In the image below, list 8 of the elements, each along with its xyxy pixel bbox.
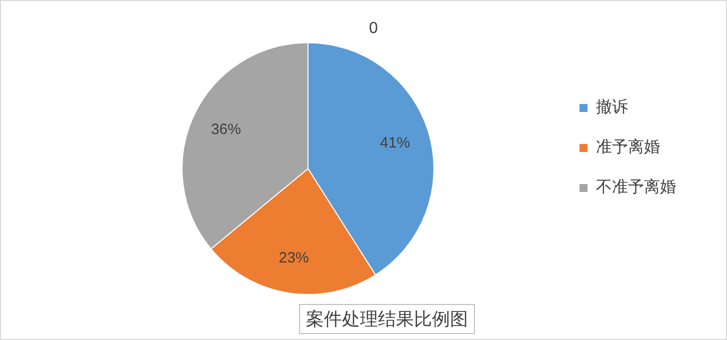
legend-label: 不准予离婚: [596, 177, 676, 196]
legend-label: 撤诉: [596, 97, 628, 116]
data-label: 36%: [210, 121, 241, 138]
legend-label: 准予离婚: [596, 137, 660, 156]
chart-title: 0: [369, 20, 378, 38]
data-label: 41%: [380, 134, 410, 152]
data-label: 23%: [278, 249, 309, 266]
text: 案件处理结果比例图: [299, 304, 475, 334]
